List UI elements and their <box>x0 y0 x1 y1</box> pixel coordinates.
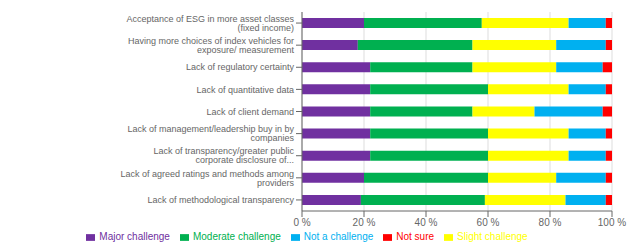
svg-text:40 %: 40 % <box>415 217 438 228</box>
svg-text:80 %: 80 % <box>539 217 562 228</box>
svg-text:Lack of methodological transpa: Lack of methodological transparency <box>147 195 294 205</box>
svg-text:Lack of agreed ratings and met: Lack of agreed ratings and methods among… <box>120 169 294 188</box>
svg-text:Lack of quantitative data: Lack of quantitative data <box>196 85 294 95</box>
html-text:Slight challenge: Slight challenge <box>457 231 528 242</box>
svg-text:60 %: 60 % <box>477 217 500 228</box>
svg-text:0 %: 0 % <box>293 217 310 228</box>
svg-text:100 %: 100 % <box>598 217 626 228</box>
svg-text:Lack of regulatory certainty: Lack of regulatory certainty <box>186 62 295 72</box>
svg-text:Acceptance of ESG in more asse: Acceptance of ESG in more asset classes(… <box>126 14 294 33</box>
svg-text:Having more choices of index v: Having more choices of index vehicles fo… <box>128 36 295 55</box>
svg-text:Lack of transparency/greater p: Lack of transparency/greater publiccorpo… <box>153 146 294 165</box>
html-text:Moderate challenge: Moderate challenge <box>192 231 281 242</box>
html-text:Not a challenge: Not a challenge <box>303 231 374 242</box>
svg-text:20 %: 20 % <box>353 217 376 228</box>
svg-text:Lack of client demand: Lack of client demand <box>206 107 294 117</box>
html-text:Major challenge: Major challenge <box>99 231 170 242</box>
html-text:Not sure: Not sure <box>396 231 435 242</box>
svg-text:Lack of management/leadership: Lack of management/leadership buy in byc… <box>127 124 294 143</box>
